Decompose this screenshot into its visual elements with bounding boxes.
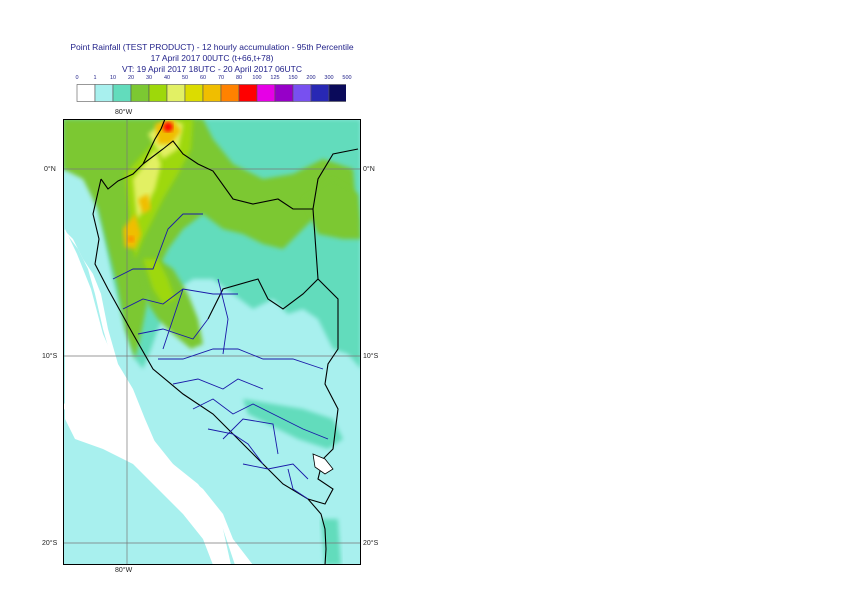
map-frame bbox=[63, 119, 361, 565]
rainfall-map bbox=[63, 119, 361, 565]
legend-label: 80 bbox=[235, 75, 243, 81]
precip-max-cell bbox=[163, 122, 173, 132]
lat-label-right-0: 0°N bbox=[363, 166, 375, 173]
legend-label: 1 bbox=[93, 75, 97, 81]
legend-swatch bbox=[148, 84, 168, 102]
lon-label-top: 80°W bbox=[115, 109, 133, 116]
legend-label: 500 bbox=[342, 75, 352, 81]
precip-band-30mm bbox=[125, 119, 193, 259]
legend-label: 125 bbox=[270, 75, 280, 81]
color-legend bbox=[76, 84, 346, 102]
legend-swatch bbox=[274, 84, 294, 102]
precip-band-30mm-south bbox=[143, 259, 175, 304]
lat-label-right-20: 20°S bbox=[363, 540, 379, 547]
legend-swatch bbox=[184, 84, 204, 102]
legend-label: 10 bbox=[109, 75, 117, 81]
legend-swatch bbox=[130, 84, 150, 102]
country-borders bbox=[92, 119, 359, 565]
legend-swatch bbox=[94, 84, 114, 102]
map-valid-time: VT: 19 April 2017 18UTC - 20 April 2017 … bbox=[121, 64, 302, 74]
precip-white-ocean bbox=[65, 229, 231, 565]
legend-label: 70 bbox=[217, 75, 225, 81]
map-run-time: 17 April 2017 00UTC (t+66,t+78) bbox=[150, 53, 274, 63]
legend-swatch bbox=[328, 84, 346, 102]
legend-label: 100 bbox=[252, 75, 262, 81]
legend-swatch bbox=[256, 84, 276, 102]
legend-label: 150 bbox=[288, 75, 298, 81]
legend-label: 60 bbox=[199, 75, 207, 81]
legend-swatch bbox=[238, 84, 258, 102]
precip-band-20mm-right bbox=[303, 179, 361, 239]
lat-label-left-20: 20°S bbox=[42, 540, 58, 547]
legend-swatch bbox=[112, 84, 132, 102]
legend-swatch bbox=[220, 84, 240, 102]
legend-label: 200 bbox=[306, 75, 316, 81]
legend-label: 30 bbox=[145, 75, 153, 81]
legend-label: 40 bbox=[163, 75, 171, 81]
lat-label-right-10: 10°S bbox=[363, 353, 379, 360]
legend-swatch bbox=[166, 84, 186, 102]
legend-label: 50 bbox=[181, 75, 189, 81]
regional-boundaries bbox=[112, 213, 329, 500]
lake-titicaca bbox=[312, 453, 334, 475]
precip-cell-red-2 bbox=[128, 236, 134, 242]
legend-label: 300 bbox=[324, 75, 334, 81]
precip-band-60mm-mid bbox=[123, 214, 141, 249]
legend-label: 0 bbox=[75, 75, 79, 81]
lat-label-left-0: 0°N bbox=[44, 166, 56, 173]
graticule bbox=[63, 119, 361, 565]
legend-swatch bbox=[202, 84, 222, 102]
legend-swatch bbox=[76, 84, 96, 102]
legend-swatch bbox=[310, 84, 330, 102]
lat-label-left-10: 10°S bbox=[42, 353, 58, 360]
legend-label: 20 bbox=[127, 75, 135, 81]
lon-label-bottom: 80°W bbox=[115, 567, 133, 574]
map-title: Point Rainfall (TEST PRODUCT) - 12 hourl… bbox=[70, 42, 354, 52]
legend-swatch bbox=[292, 84, 312, 102]
precip-band-60mm-east bbox=[138, 194, 151, 214]
